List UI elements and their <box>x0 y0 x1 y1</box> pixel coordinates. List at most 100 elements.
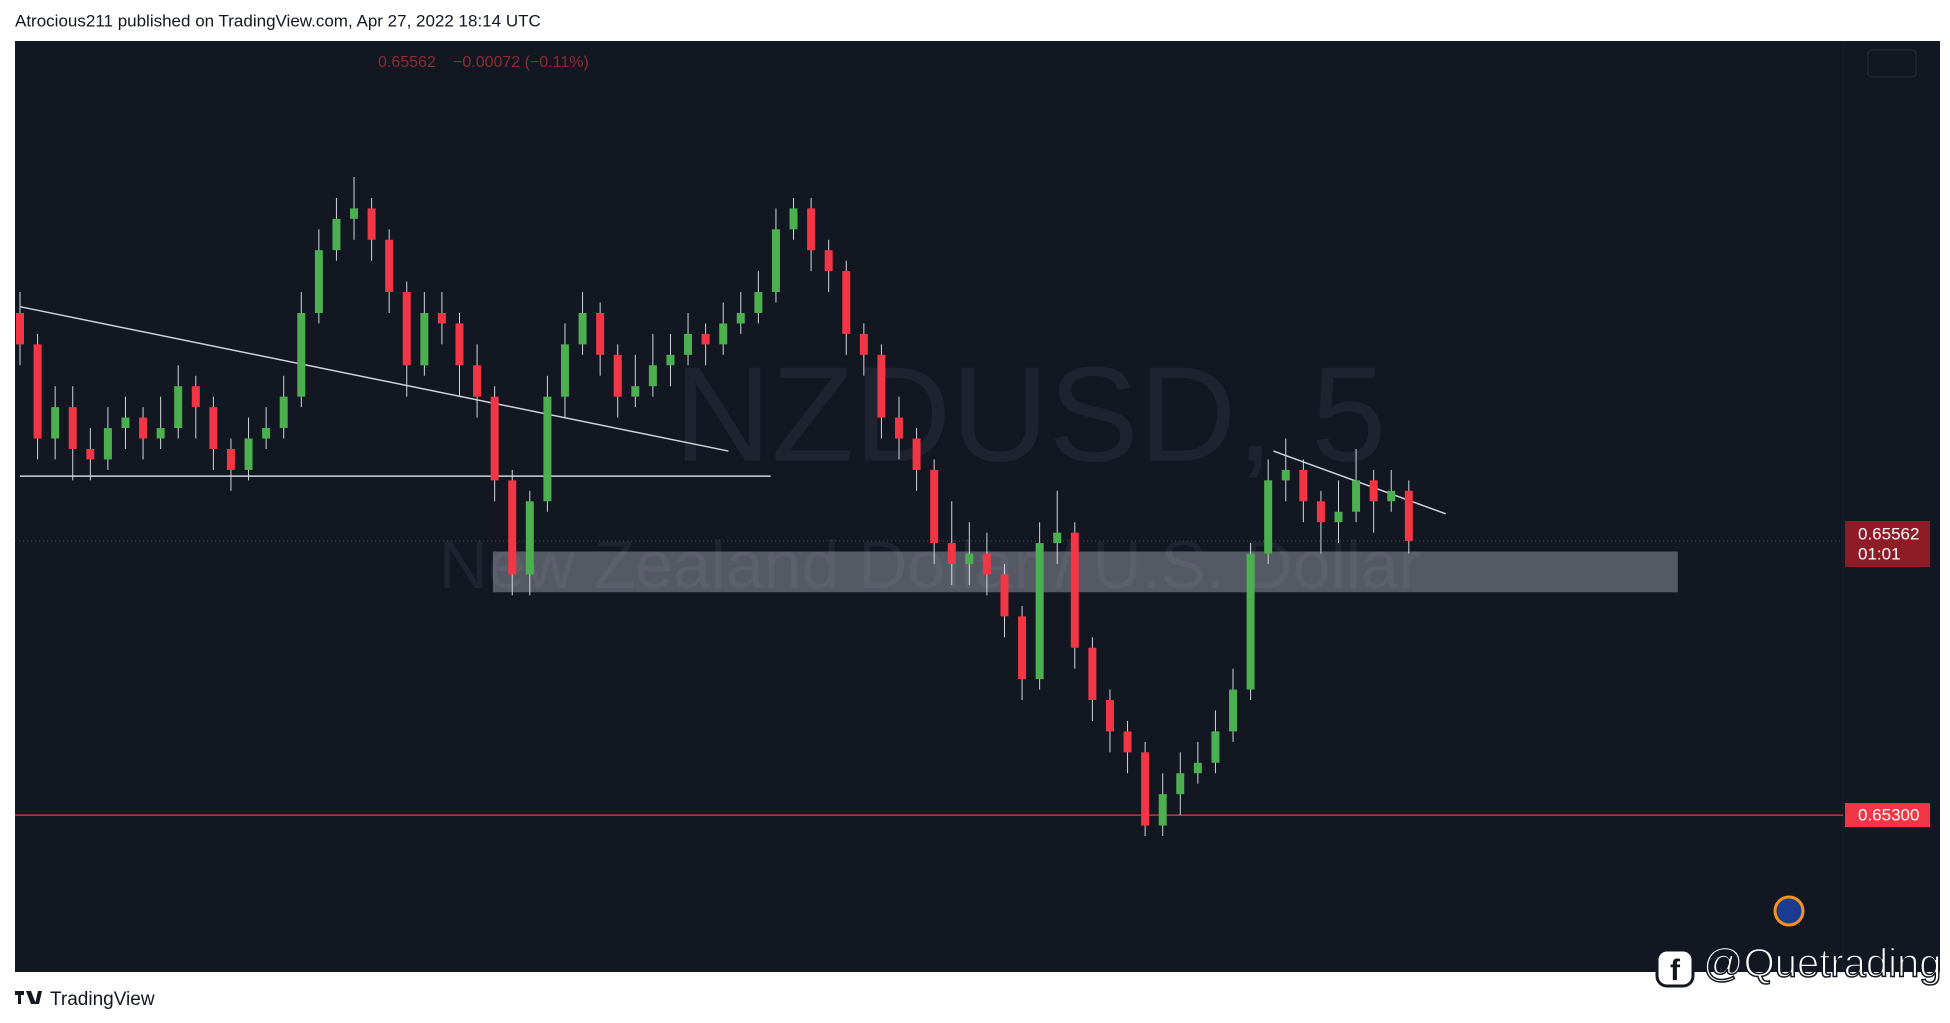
candle-body <box>1229 689 1238 732</box>
candle-body <box>1105 700 1114 732</box>
candle-body <box>1000 574 1009 617</box>
candle-body <box>1281 469 1290 481</box>
symbol-watermark: NZDUSD, 5 <box>674 339 1387 490</box>
flag-icon <box>1773 895 1805 927</box>
candle-body <box>842 271 851 334</box>
candle-body <box>1387 490 1396 502</box>
candle-body <box>578 312 587 345</box>
candle-body <box>297 312 306 397</box>
candle-body <box>684 333 693 355</box>
candle-body <box>490 396 499 481</box>
candle-body <box>1088 647 1097 701</box>
candle-body <box>947 543 956 565</box>
candle-body <box>1053 532 1062 544</box>
candle-body <box>613 354 622 397</box>
candle-body <box>1264 480 1273 554</box>
chart-background <box>15 41 1940 972</box>
candle-body <box>86 448 95 460</box>
candle-body <box>350 208 359 219</box>
candle-body <box>982 553 991 575</box>
candle-body <box>473 365 482 397</box>
description-watermark: New Zealand Dollar / U.S. Dollar <box>439 527 1422 603</box>
candle-body <box>33 344 42 439</box>
candle-body <box>771 229 780 293</box>
candle-body <box>701 333 710 345</box>
candle-body <box>367 208 376 240</box>
candle-body <box>807 208 816 251</box>
watermark-handle: @Quetrading <box>1703 942 1942 986</box>
tv-logo <box>15 991 42 1004</box>
candle-body <box>895 417 903 439</box>
candle-body <box>965 553 974 565</box>
candle-body <box>789 208 798 230</box>
candle-body <box>279 396 288 429</box>
candle-body <box>736 312 745 324</box>
countdown: 01:01 <box>1858 545 1901 564</box>
footer-brand: TradingView <box>50 989 155 1010</box>
candle-body <box>1334 511 1343 523</box>
facebook-icon <box>1655 948 1695 988</box>
candle-body <box>648 365 657 387</box>
candle-body <box>508 480 517 575</box>
candle-body <box>174 386 183 429</box>
last-price-box <box>1845 521 1930 568</box>
candle-body <box>139 417 148 439</box>
candle-body <box>1158 794 1167 826</box>
legend-change: −0.00072 (−0.11%) <box>453 54 589 71</box>
candle-body <box>877 354 886 418</box>
candle-body <box>666 354 675 366</box>
candle-body <box>912 438 921 470</box>
candle-body <box>68 407 77 449</box>
candle-body <box>1193 762 1202 774</box>
candle-body <box>824 250 833 272</box>
candle-body <box>1123 731 1132 753</box>
candle-body <box>437 312 446 324</box>
candle-body <box>402 292 411 366</box>
toolbar-button[interactable] <box>1867 49 1917 78</box>
candle-body <box>262 428 271 439</box>
candle-body <box>1299 469 1308 502</box>
candle-body <box>420 312 429 366</box>
trendline <box>19 305 729 452</box>
candle-body <box>596 312 605 355</box>
candle-body <box>1141 752 1150 826</box>
candle-body <box>930 469 939 544</box>
candle-body <box>1404 490 1413 542</box>
facebook-f: f <box>1670 954 1681 987</box>
candle-body <box>719 323 728 345</box>
candle-body <box>1035 543 1044 680</box>
candle-body <box>332 218 341 251</box>
candle-body <box>156 428 165 439</box>
candle-body <box>754 292 763 313</box>
level-label: 0.65300 <box>1858 806 1919 825</box>
candle-body <box>1211 731 1220 763</box>
candle-body <box>631 386 640 397</box>
candle-body <box>1352 480 1361 512</box>
header: Atrocious211 published on TradingView.co… <box>15 11 541 30</box>
candle-body <box>121 417 130 429</box>
candle-body <box>1070 532 1079 648</box>
candle-body <box>859 333 868 355</box>
candle-body <box>1369 480 1378 502</box>
level-label-box <box>1845 803 1930 828</box>
last-price-label: 0.65562 <box>1858 525 1919 544</box>
candle-body <box>16 312 24 345</box>
candle-body <box>1176 773 1185 795</box>
candle-body <box>1018 616 1027 680</box>
plot <box>15 176 1843 837</box>
candle-body <box>103 428 112 460</box>
candle-body <box>244 438 253 470</box>
legend-price: 0.65562 <box>378 54 436 71</box>
candle-body <box>455 323 464 366</box>
candle-body <box>209 407 218 449</box>
candle-body <box>1316 501 1325 523</box>
zone <box>492 551 1678 593</box>
candle-body <box>314 250 323 313</box>
candle-body <box>560 344 569 397</box>
candle-body <box>51 407 60 439</box>
candle-body <box>226 448 235 470</box>
candle-body <box>543 396 552 502</box>
candle-body <box>385 239 394 293</box>
